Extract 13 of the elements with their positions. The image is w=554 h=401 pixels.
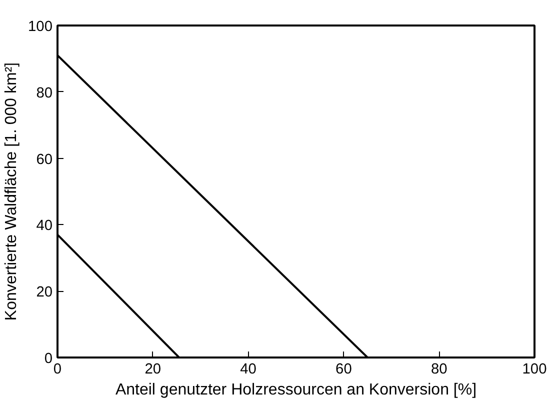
x-tick-label: 20 [144,362,162,378]
x-tick-label: 100 [522,362,547,378]
y-axis-title: Konvertierte Waldfläche [1. 000 km²] [3,62,20,321]
y-tick-label: 80 [36,85,53,102]
y-tick-label: 0 [44,351,53,367]
x-tick-label: 60 [336,362,352,378]
y-tick-label: 20 [36,284,53,301]
x-tick-label: 80 [430,362,448,378]
x-tick-label: 40 [240,362,256,378]
y-tick-label: 100 [28,19,53,35]
x-axis-title: Anteil genutzter Holzressourcen an Konversion [%] [115,382,477,398]
y-tick-label: 40 [36,218,53,234]
y-tick-label: 60 [36,152,53,168]
